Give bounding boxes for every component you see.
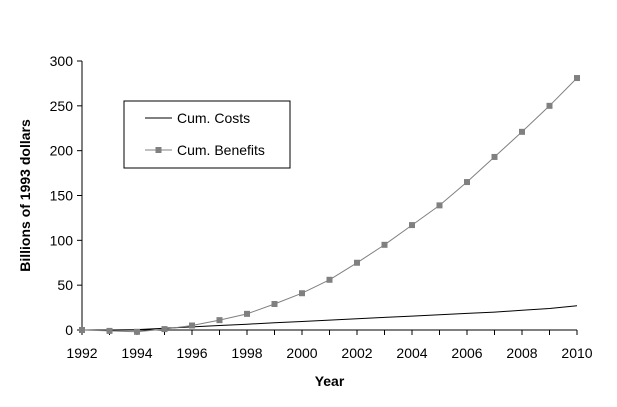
x-tick-label: 2004 <box>396 345 427 361</box>
x-tick-label: 2000 <box>286 345 317 361</box>
data-point <box>79 327 85 333</box>
data-point <box>216 317 223 324</box>
data-point <box>189 322 195 329</box>
x-tick-label: 2008 <box>506 345 537 361</box>
data-point <box>546 102 553 109</box>
y-tick-label: 100 <box>50 232 74 248</box>
legend-label: Cum. Benefits <box>177 142 265 158</box>
series-line-0 <box>82 305 578 331</box>
data-point <box>409 222 415 229</box>
y-tick-label: 250 <box>50 98 74 114</box>
y-tick-label: 0 <box>65 322 73 338</box>
y-axis-title: Billions of 1993 dollars <box>17 119 33 272</box>
data-point <box>354 259 360 266</box>
x-tick-label: 2006 <box>451 345 482 361</box>
legend-marker <box>155 147 162 153</box>
data-point <box>436 202 443 209</box>
legend-box <box>123 100 291 169</box>
x-tick-label: 2010 <box>561 345 592 361</box>
data-point <box>491 153 498 160</box>
y-tick-label: 200 <box>50 143 74 159</box>
data-point <box>519 128 525 135</box>
x-tick-label: 1994 <box>121 345 152 361</box>
legend-label: Cum. Costs <box>177 110 250 126</box>
data-point <box>464 179 470 186</box>
axes: 0 50 100 150 200 250 300 1992 1994 1996 1998 2000 20… <box>50 53 593 361</box>
data-point <box>381 241 388 248</box>
y-tick-label: 150 <box>50 188 74 204</box>
data-point <box>134 328 140 335</box>
x-tick-label: 1992 <box>66 345 97 361</box>
data-point <box>244 310 250 317</box>
data-point <box>161 326 168 333</box>
series-layer <box>79 75 580 335</box>
data-point <box>271 300 278 307</box>
x-tick-label: 1996 <box>176 345 207 361</box>
x-axis-title: Year <box>315 373 345 389</box>
legend: Cum. Costs Cum. Benefits <box>123 100 291 169</box>
data-point <box>326 276 333 283</box>
x-tick-label: 2002 <box>341 345 372 361</box>
data-point <box>299 290 305 297</box>
data-point <box>574 75 580 82</box>
y-tick-label: 50 <box>57 277 73 293</box>
x-tick-label: 1998 <box>231 345 262 361</box>
data-point <box>106 327 113 334</box>
y-tick-label: 300 <box>50 53 74 69</box>
